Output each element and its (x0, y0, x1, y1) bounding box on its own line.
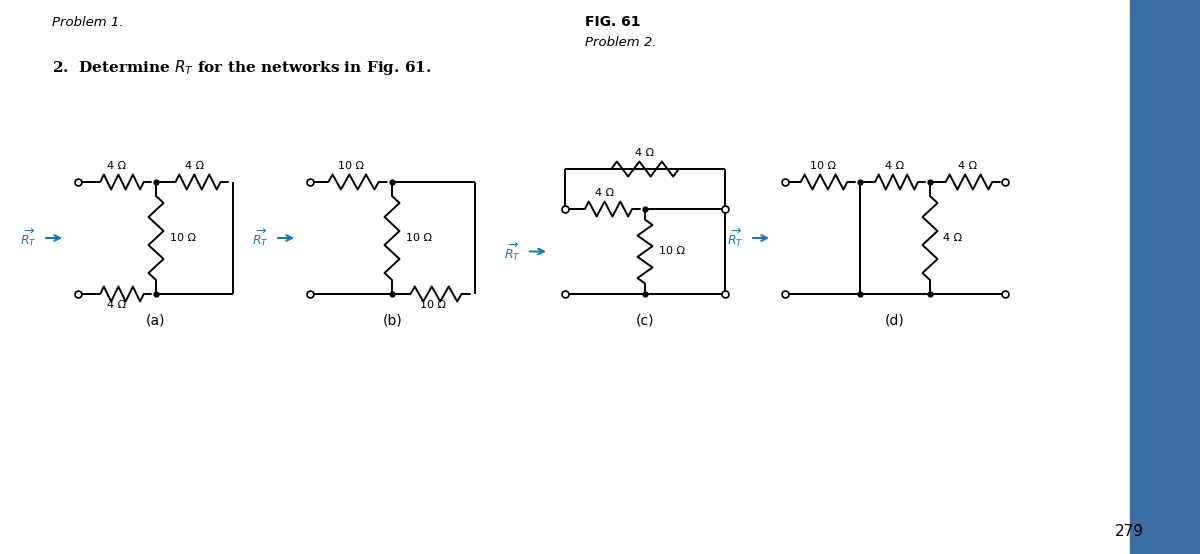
Text: 4 Ω: 4 Ω (958, 161, 977, 171)
Text: $\overrightarrow{R_T}$: $\overrightarrow{R_T}$ (252, 227, 269, 249)
Text: 4 Ω: 4 Ω (943, 233, 962, 243)
Text: Problem 2.: Problem 2. (586, 36, 656, 49)
Text: $\overrightarrow{R_T}$: $\overrightarrow{R_T}$ (504, 240, 521, 263)
Text: 4 Ω: 4 Ω (108, 300, 126, 310)
Text: FIG. 61: FIG. 61 (586, 15, 641, 29)
Text: 10 Ω: 10 Ω (170, 233, 196, 243)
Text: (a): (a) (145, 313, 166, 327)
Text: 10 Ω: 10 Ω (659, 247, 685, 257)
Text: 10 Ω: 10 Ω (810, 161, 835, 171)
Text: Problem 1.: Problem 1. (52, 16, 124, 29)
Text: 10 Ω: 10 Ω (406, 233, 432, 243)
Text: (d): (d) (886, 313, 905, 327)
Text: $\overrightarrow{R_T}$: $\overrightarrow{R_T}$ (20, 227, 37, 249)
Text: 279: 279 (1115, 524, 1144, 539)
Text: $\overrightarrow{R_T}$: $\overrightarrow{R_T}$ (727, 227, 744, 249)
Text: 4 Ω: 4 Ω (108, 161, 126, 171)
Text: (c): (c) (636, 313, 654, 327)
Text: 4 Ω: 4 Ω (595, 188, 614, 198)
Text: 4 Ω: 4 Ω (636, 148, 654, 158)
Text: 4 Ω: 4 Ω (185, 161, 204, 171)
Bar (1130, 0, 1200, 554)
Text: (b): (b) (383, 313, 402, 327)
Text: 2.  Determine $R_T$ for the networks in Fig. 61.: 2. Determine $R_T$ for the networks in F… (52, 58, 432, 77)
Text: 4 Ω: 4 Ω (886, 161, 905, 171)
Text: 10 Ω: 10 Ω (338, 161, 364, 171)
Text: 10 Ω: 10 Ω (420, 300, 446, 310)
